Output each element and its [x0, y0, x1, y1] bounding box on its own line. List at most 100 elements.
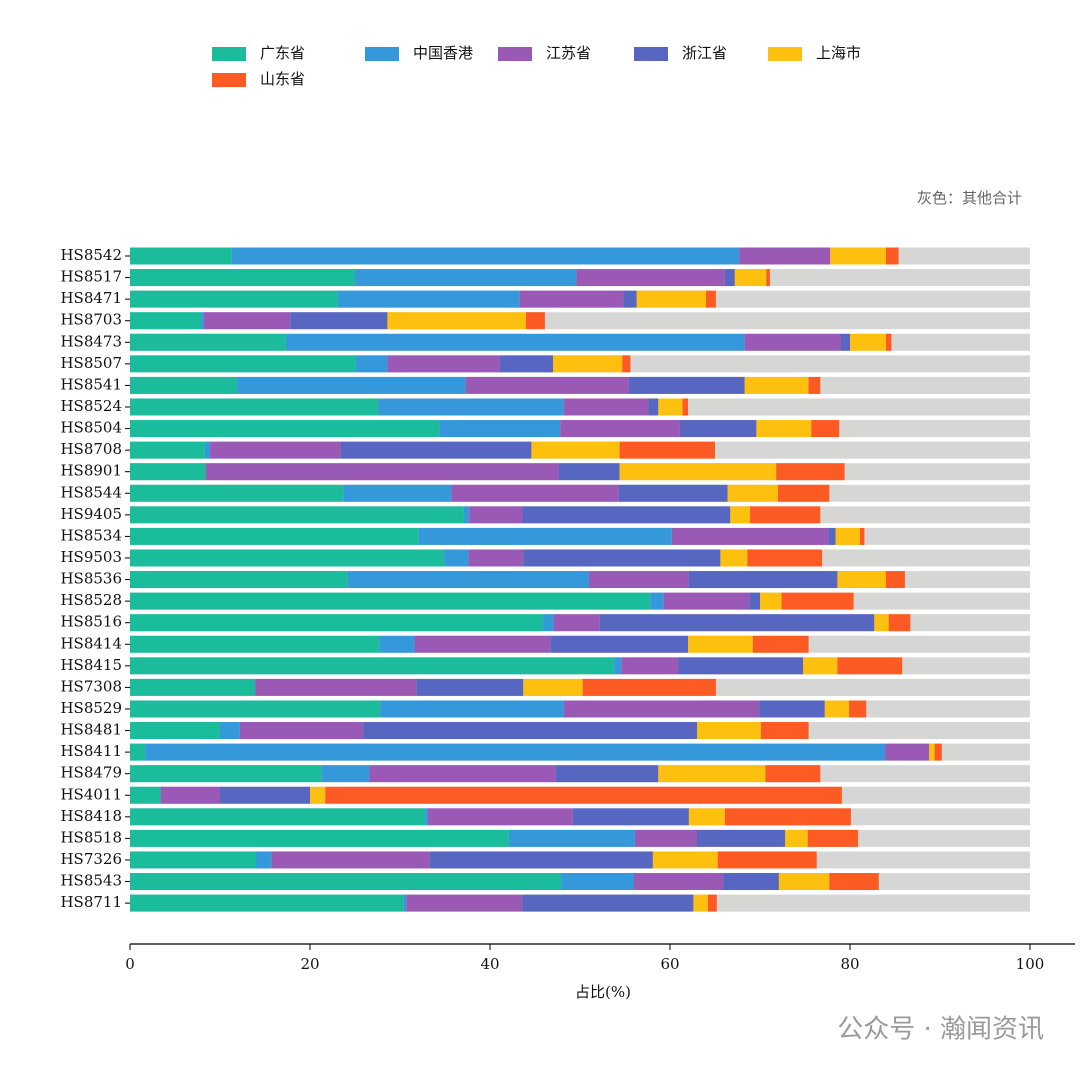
bar-segment	[636, 290, 706, 308]
bar-segment	[444, 549, 469, 567]
bar-segment	[340, 441, 532, 459]
bar-segment	[130, 506, 464, 524]
bar-segment	[752, 635, 809, 653]
y-tick-label: HS7326	[60, 850, 122, 868]
bar-segment	[337, 290, 520, 308]
bar-segment	[849, 700, 867, 718]
bar-segment	[886, 571, 905, 589]
bar-segment	[634, 829, 697, 847]
legend-swatch	[212, 47, 246, 61]
y-tick-label: HS8529	[60, 699, 122, 717]
bar-segment	[451, 484, 619, 502]
bar-segment	[885, 743, 930, 761]
bar-segment	[204, 441, 211, 459]
bar-segment	[744, 333, 841, 351]
bar-segment	[130, 247, 232, 265]
bar-segment	[560, 420, 680, 438]
bar-segment	[618, 484, 728, 502]
y-tick-label: HS8418	[60, 807, 122, 825]
y-tick-label: HS9405	[60, 505, 122, 523]
bar-segment	[747, 549, 823, 567]
bar-segment	[634, 873, 724, 891]
bar-segment	[727, 484, 778, 502]
bar-segment	[663, 592, 750, 610]
bar-segment	[693, 894, 708, 912]
bar-segment	[418, 527, 672, 545]
bar-segment	[807, 829, 859, 847]
bar-segment	[543, 614, 554, 632]
bar-segment	[130, 657, 615, 675]
legend-label: 浙江省	[682, 44, 727, 62]
bar-segment	[130, 808, 426, 826]
bar-segment	[837, 657, 903, 675]
bar-segment	[463, 506, 470, 524]
bar-segment	[220, 722, 240, 740]
bar-segment	[130, 571, 348, 589]
bar-segment	[201, 312, 204, 330]
y-tick-label: HS7308	[60, 677, 122, 695]
bar-segment	[759, 700, 825, 718]
bar-segment	[652, 851, 718, 869]
x-tick-label: 40	[480, 955, 499, 973]
bar-segment	[523, 678, 583, 696]
y-tick-label: HS8542	[60, 246, 122, 264]
bar-segment	[648, 398, 659, 416]
bar-segment	[522, 894, 694, 912]
bar-segment	[519, 290, 624, 308]
legend-swatch	[365, 47, 399, 61]
bar-segment	[688, 635, 753, 653]
legend-label: 中国香港	[413, 44, 473, 62]
bar-segment	[561, 873, 634, 891]
y-tick-label: HS8479	[60, 764, 122, 782]
y-tick-label: HS8518	[60, 828, 122, 846]
bar-segment	[210, 441, 341, 459]
bar-segment	[558, 463, 620, 481]
bar-segment	[508, 829, 635, 847]
bar-segment	[619, 441, 715, 459]
bar-segment	[622, 355, 631, 373]
bar-segment	[563, 398, 649, 416]
bar-segment	[682, 398, 688, 416]
bar-segment	[130, 463, 206, 481]
y-tick-label: HS8507	[60, 354, 122, 372]
bar-segment	[678, 657, 804, 675]
bar-segment	[572, 808, 689, 826]
bar-segment	[321, 765, 370, 783]
bar-segment	[760, 722, 809, 740]
bar-segment	[406, 894, 523, 912]
bar-segment	[130, 614, 544, 632]
bar-segment	[130, 635, 380, 653]
bar-segment	[778, 873, 830, 891]
bar-segment	[425, 808, 428, 826]
bar-segment	[130, 592, 651, 610]
bar-segment	[145, 743, 886, 761]
bar-segment	[343, 484, 452, 502]
bar-segment	[697, 829, 786, 847]
bar-segment	[859, 527, 865, 545]
bar-segment	[347, 571, 589, 589]
bar-segment	[130, 312, 202, 330]
x-tick-label: 80	[840, 955, 859, 973]
bar-segment	[829, 873, 879, 891]
legend-swatch	[498, 47, 532, 61]
bar-segment	[760, 592, 782, 610]
legend-swatch	[634, 47, 668, 61]
legend-swatch	[212, 73, 246, 87]
bar-segment	[203, 312, 291, 330]
bar-segment	[363, 722, 697, 740]
y-tick-label: HS8543	[60, 872, 122, 890]
bar-segment	[403, 894, 407, 912]
y-tick-label: HS8703	[60, 311, 122, 329]
bar-segment	[589, 571, 689, 589]
legend-label: 广东省	[260, 44, 305, 62]
bar-segment	[811, 420, 840, 438]
bar-segment	[369, 765, 556, 783]
bar-segment	[739, 247, 831, 265]
bar-segment	[776, 463, 845, 481]
bar-segment	[749, 592, 760, 610]
bar-segment	[414, 635, 551, 653]
bar-segment	[130, 355, 356, 373]
bar-segment	[765, 765, 821, 783]
bar-segment	[256, 851, 272, 869]
y-tick-label: HS4011	[60, 785, 122, 803]
